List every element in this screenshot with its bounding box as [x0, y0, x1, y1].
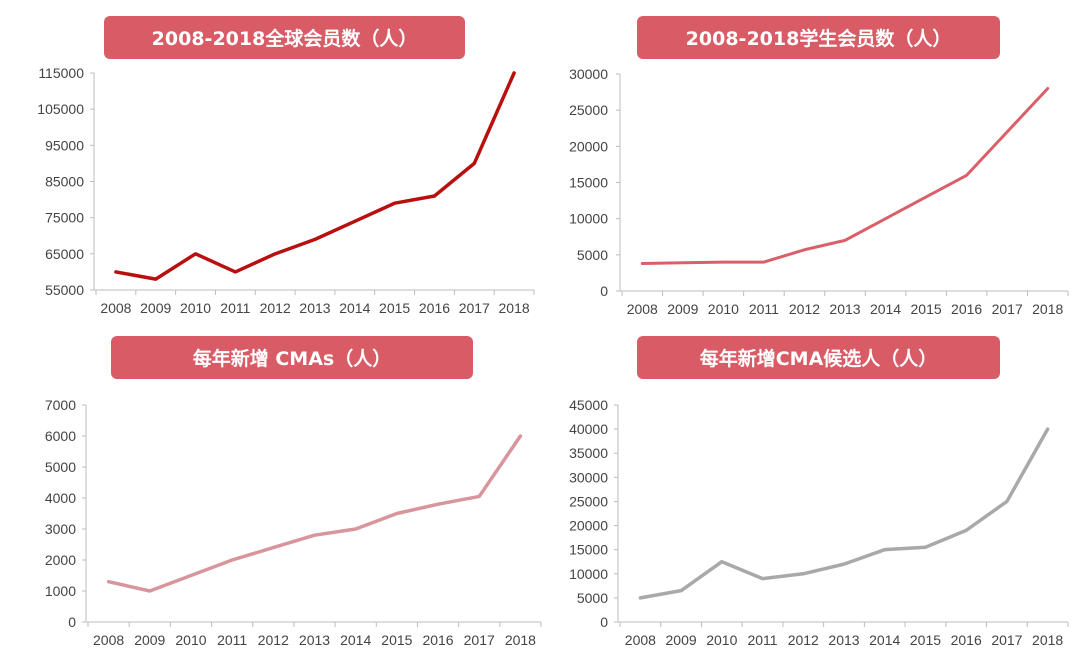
y-tick-label: 20000 [569, 518, 608, 534]
x-tick-label: 2014 [340, 632, 371, 648]
x-tick-label: 2016 [419, 300, 450, 316]
x-tick-label: 2017 [464, 632, 495, 648]
y-tick-label: 15000 [569, 175, 608, 191]
x-tick-label: 2008 [93, 632, 124, 648]
x-tick-label: 2008 [627, 301, 658, 317]
x-tick-label: 2010 [180, 300, 211, 316]
series-line [640, 86, 1050, 266]
y-tick-label: 115000 [38, 65, 84, 81]
y-tick-label: 105000 [37, 101, 84, 117]
chart-title-new-cmas: 每年新增 CMAs（人） [111, 336, 473, 379]
y-tick-label: 15000 [569, 542, 608, 558]
y-tick-label: 10000 [569, 566, 608, 582]
y-tick-label: 65000 [45, 246, 84, 262]
x-tick-label: 2015 [911, 301, 942, 317]
x-tick-label: 2011 [217, 632, 247, 648]
data-point-2013 [843, 563, 846, 566]
x-tick-label: 2018 [1032, 632, 1063, 648]
y-tick-label: 75000 [45, 210, 84, 226]
y-tick-label: 35000 [569, 445, 608, 461]
y-tick-label: 0 [68, 614, 76, 630]
data-point-2015 [924, 546, 927, 549]
y-tick-label: 5000 [45, 459, 76, 475]
x-tick-label: 2011 [220, 300, 250, 316]
y-tick-label: 1000 [45, 583, 76, 599]
data-point-2010 [720, 560, 723, 563]
x-tick-label: 2012 [258, 632, 289, 648]
x-tick-label: 2010 [708, 301, 739, 317]
x-tick-label: 2011 [747, 632, 777, 648]
x-tick-label: 2010 [175, 632, 206, 648]
y-tick-label: 7000 [45, 397, 76, 413]
x-tick-label: 2017 [991, 632, 1022, 648]
x-tick-label: 2018 [505, 632, 536, 648]
y-tick-label: 2000 [45, 552, 76, 568]
data-point-2017 [1005, 500, 1008, 503]
chart-title-new-candidates: 每年新增CMA候选人（人） [637, 336, 1000, 379]
y-tick-label: 10000 [569, 211, 608, 227]
data-point-2012 [802, 572, 805, 575]
x-tick-label: 2014 [869, 632, 900, 648]
x-tick-label: 2009 [140, 300, 171, 316]
data-point-2009 [680, 589, 683, 592]
x-tick-label: 2017 [992, 301, 1023, 317]
x-tick-label: 2012 [788, 632, 819, 648]
x-tick-label: 2015 [381, 632, 412, 648]
data-point-2014 [883, 548, 886, 551]
x-tick-label: 2018 [499, 300, 530, 316]
x-tick-label: 2014 [339, 300, 370, 316]
x-tick-label: 2014 [870, 301, 901, 317]
data-point-2018 [1046, 428, 1049, 431]
y-tick-label: 20000 [569, 138, 608, 154]
y-tick-label: 45000 [569, 397, 608, 413]
y-tick-label: 0 [600, 283, 608, 299]
y-tick-label: 6000 [45, 428, 76, 444]
y-tick-label: 40000 [569, 421, 608, 437]
x-tick-label: 2017 [459, 300, 490, 316]
y-tick-label: 25000 [569, 493, 608, 509]
x-tick-label: 2012 [789, 301, 820, 317]
x-tick-label: 2016 [951, 301, 982, 317]
y-tick-label: 30000 [569, 469, 608, 485]
x-tick-label: 2013 [299, 300, 330, 316]
y-tick-label: 95000 [45, 137, 84, 153]
y-tick-label: 5000 [577, 247, 608, 263]
x-tick-label: 2010 [706, 632, 737, 648]
y-tick-label: 30000 [569, 66, 608, 82]
y-tick-label: 3000 [45, 521, 76, 537]
series-line [638, 427, 1050, 600]
x-tick-label: 2009 [666, 632, 697, 648]
y-tick-label: 55000 [45, 282, 84, 298]
data-point-2016 [965, 529, 968, 532]
x-tick-label: 2013 [828, 632, 859, 648]
series-line [114, 71, 516, 281]
x-tick-label: 2009 [667, 301, 698, 317]
x-tick-label: 2008 [625, 632, 656, 648]
series-line [106, 434, 523, 593]
x-tick-label: 2016 [422, 632, 453, 648]
data-point-2008 [639, 596, 642, 599]
x-tick-label: 2018 [1032, 301, 1063, 317]
x-tick-label: 2008 [100, 300, 131, 316]
x-tick-label: 2016 [951, 632, 982, 648]
x-tick-label: 2009 [134, 632, 165, 648]
chart-title-global-members: 2008-2018全球会员数（人） [104, 16, 465, 59]
y-tick-label: 4000 [45, 490, 76, 506]
x-tick-label: 2013 [829, 301, 860, 317]
x-tick-label: 2015 [379, 300, 410, 316]
x-tick-label: 2012 [260, 300, 291, 316]
x-tick-label: 2015 [910, 632, 941, 648]
x-tick-label: 2013 [299, 632, 330, 648]
data-point-2011 [761, 577, 764, 580]
chart-title-student-members: 2008-2018学生会员数（人） [637, 16, 1000, 59]
y-tick-label: 5000 [577, 590, 608, 606]
y-tick-label: 25000 [569, 102, 608, 118]
y-tick-label: 0 [600, 614, 608, 630]
y-tick-label: 85000 [45, 174, 84, 190]
x-tick-label: 2011 [749, 301, 779, 317]
